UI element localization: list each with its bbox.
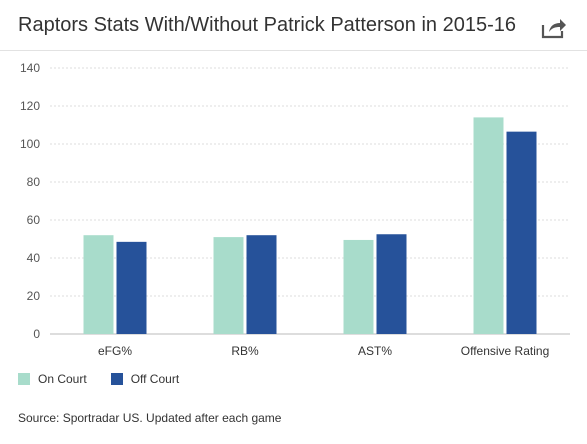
legend-label-on-court: On Court bbox=[38, 372, 87, 386]
y-tick-label: 20 bbox=[27, 289, 41, 303]
bar-on-court bbox=[213, 237, 244, 334]
share-arrow-icon[interactable] bbox=[541, 17, 567, 39]
bar-off-court bbox=[116, 241, 147, 334]
legend-item-on-court[interactable]: On Court bbox=[18, 372, 87, 386]
x-tick-label: RB% bbox=[231, 344, 259, 358]
bar-chart: 0 20 40 60 80 100 120 140 eFG% RB% AST% Offensive R… bbox=[20, 61, 570, 358]
y-tick-label: 100 bbox=[20, 137, 40, 151]
bar-on-court bbox=[473, 117, 504, 335]
x-tick-label: AST% bbox=[358, 344, 392, 358]
bar-off-court bbox=[506, 131, 537, 334]
chart-title: Raptors Stats With/Without Patrick Patte… bbox=[18, 14, 516, 36]
y-tick-label: 120 bbox=[20, 99, 40, 113]
y-tick-label: 0 bbox=[33, 327, 40, 341]
bar-off-court bbox=[246, 235, 277, 334]
x-tick-label: eFG% bbox=[98, 344, 132, 358]
x-tick-label: Offensive Rating bbox=[461, 344, 550, 358]
bar-on-court bbox=[343, 239, 374, 334]
legend-swatch-off-court bbox=[110, 373, 123, 385]
y-tick-label: 40 bbox=[27, 251, 41, 265]
title-divider bbox=[0, 50, 587, 51]
legend-item-off-court[interactable]: Off Court bbox=[110, 372, 180, 386]
y-tick-label: 80 bbox=[27, 175, 41, 189]
chart-legend: On Court Off Court bbox=[18, 372, 203, 386]
legend-swatch-on-court bbox=[18, 373, 30, 385]
y-tick-label: 140 bbox=[20, 61, 40, 75]
source-note: Source: Sportradar US. Updated after eac… bbox=[18, 411, 282, 425]
y-tick-label: 60 bbox=[27, 213, 41, 227]
bar-on-court bbox=[83, 235, 114, 334]
bar-off-court bbox=[376, 234, 407, 334]
legend-label-off-court: Off Court bbox=[130, 372, 180, 386]
